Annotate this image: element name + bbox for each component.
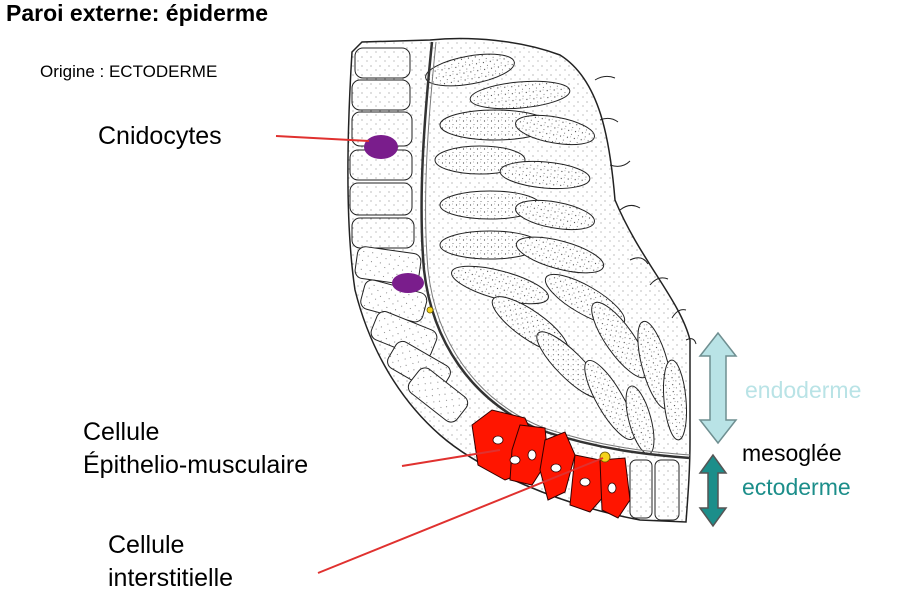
interstitial-cell	[426, 306, 611, 463]
page-title: Paroi externe: épiderme	[6, 0, 269, 26]
endoderme-label: endoderme	[745, 377, 862, 403]
origin-label: Origine : ECTODERME	[40, 62, 218, 81]
endoderme-arrow	[698, 331, 738, 445]
epithelio-label-line1: Cellule	[83, 418, 160, 446]
endoderm-cells	[425, 53, 687, 455]
cnidocyte-upper	[364, 135, 398, 159]
ectoderm-cells	[349, 47, 680, 521]
endoderm-flagella	[594, 75, 697, 345]
epithelio-pointer	[401, 449, 501, 467]
mesoglea-line	[420, 41, 691, 460]
cnidocytes-label: Cnidocytes	[98, 122, 222, 150]
cnidocytes-pointer	[275, 135, 370, 142]
interstitial-pointer	[317, 457, 604, 574]
ectoderme-arrow	[698, 453, 728, 528]
ectoderme-label: ectoderme	[742, 474, 851, 500]
mesoglee-label: mesoglée	[742, 440, 842, 466]
interstitial-label-line2: interstitielle	[108, 564, 234, 592]
epithelio-cell-nuclei	[492, 435, 617, 494]
cnidocyte-lower	[392, 273, 424, 293]
epithelio-label-line2: Épithelio-musculaire	[83, 451, 309, 479]
interstitial-label-line1: Cellule	[108, 531, 185, 559]
pointer-lines	[275, 135, 604, 574]
